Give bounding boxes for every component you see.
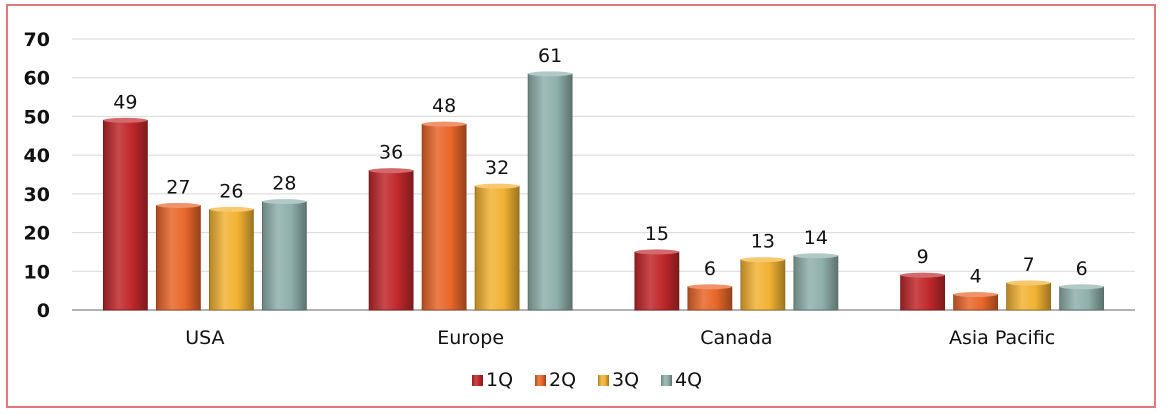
legend-label: 2Q — [549, 369, 576, 391]
data-label: 15 — [645, 223, 669, 245]
bar-top-highlight — [209, 206, 254, 212]
y-tick-label: 0 — [37, 300, 50, 322]
category-label: Asia Pacific — [949, 327, 1055, 349]
bar-top-highlight — [953, 292, 998, 298]
bar-top-highlight — [369, 168, 414, 174]
category-label: USA — [185, 327, 224, 349]
data-label: 9 — [917, 246, 929, 268]
bar-europe-4q — [527, 73, 573, 311]
data-label: 36 — [379, 142, 403, 164]
bar-canada-1q — [634, 251, 680, 311]
y-tick-label: 50 — [24, 106, 50, 128]
bar-top-highlight — [793, 253, 838, 259]
bar-asia-pacific-4q — [1059, 286, 1105, 311]
bar-top-highlight — [422, 121, 467, 127]
y-tick-label: 40 — [24, 145, 50, 167]
legend-label: 1Q — [486, 369, 513, 391]
data-label: 27 — [166, 176, 190, 198]
data-label: 48 — [432, 95, 456, 117]
legend-label: 4Q — [675, 369, 702, 391]
bar-top-highlight — [900, 272, 945, 278]
legend-label: 3Q — [612, 369, 639, 391]
data-label: 32 — [485, 157, 509, 179]
legend-swatch — [598, 375, 609, 386]
data-label: 26 — [219, 180, 243, 202]
y-tick-label: 10 — [24, 261, 50, 283]
bar-top-highlight — [1006, 280, 1051, 286]
bar-europe-2q — [421, 123, 467, 311]
data-label: 4 — [970, 266, 982, 288]
bar-canada-3q — [740, 259, 786, 311]
bar-top-highlight — [687, 284, 732, 290]
y-tick-label: 70 — [24, 29, 50, 51]
bar-asia-pacific-3q — [1006, 282, 1052, 311]
bar-top-highlight — [103, 117, 148, 123]
data-label: 7 — [1023, 254, 1035, 276]
category-label: Europe — [437, 327, 504, 349]
y-tick-label: 20 — [24, 223, 50, 245]
bar-usa-2q — [155, 205, 201, 311]
legend-swatch — [472, 375, 483, 386]
bar-top-highlight — [528, 71, 573, 77]
data-label: 6 — [1076, 258, 1088, 280]
data-label: 28 — [272, 173, 296, 195]
legend-swatch — [535, 375, 546, 386]
bar-europe-1q — [368, 170, 414, 311]
y-tick-label: 30 — [24, 184, 50, 206]
data-label: 61 — [538, 45, 562, 67]
bar-top-highlight — [740, 257, 785, 263]
bar-usa-1q — [102, 119, 148, 311]
data-label: 6 — [704, 258, 716, 280]
bar-usa-3q — [208, 208, 254, 311]
y-tick-label: 60 — [24, 68, 50, 90]
category-label: Canada — [700, 327, 772, 349]
bar-canada-4q — [793, 255, 839, 311]
bar-asia-pacific-1q — [900, 274, 946, 311]
bar-top-highlight — [1059, 284, 1104, 290]
data-label: 13 — [751, 231, 775, 253]
bar-top-highlight — [262, 199, 307, 205]
bar-canada-2q — [687, 286, 733, 311]
bar-top-highlight — [156, 202, 201, 208]
data-label: 14 — [804, 227, 828, 249]
legend-swatch — [661, 375, 672, 386]
bar-usa-4q — [261, 201, 307, 311]
bar-top-highlight — [475, 183, 520, 189]
bar-europe-3q — [474, 185, 520, 311]
bar-top-highlight — [634, 249, 679, 255]
data-label: 49 — [113, 91, 137, 113]
